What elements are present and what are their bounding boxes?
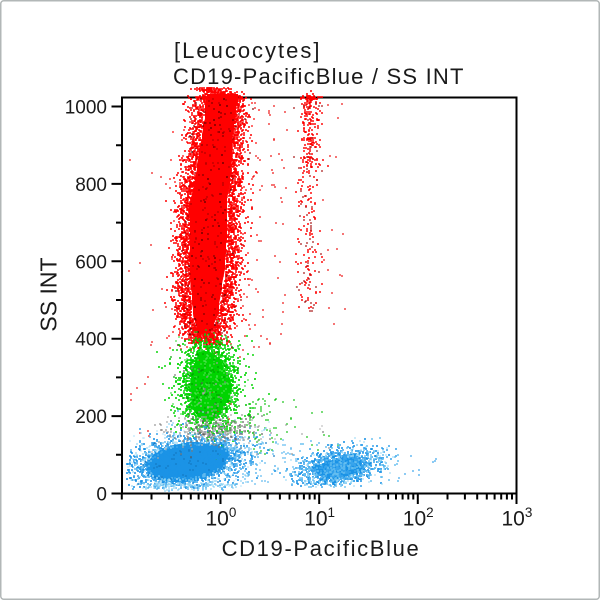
svg-text:0: 0: [96, 485, 107, 506]
svg-text:800: 800: [75, 175, 107, 196]
svg-text:400: 400: [75, 330, 107, 351]
svg-text:1000: 1000: [65, 98, 107, 119]
svg-text:600: 600: [75, 252, 107, 273]
svg-text:CD19-PacificBlue / SS INT: CD19-PacificBlue / SS INT: [173, 64, 465, 89]
svg-text:200: 200: [75, 407, 107, 428]
svg-text:[Leucocytes]: [Leucocytes]: [174, 38, 322, 63]
svg-text:CD19-PacificBlue: CD19-PacificBlue: [222, 536, 421, 561]
svg-text:SS INT: SS INT: [36, 257, 62, 331]
